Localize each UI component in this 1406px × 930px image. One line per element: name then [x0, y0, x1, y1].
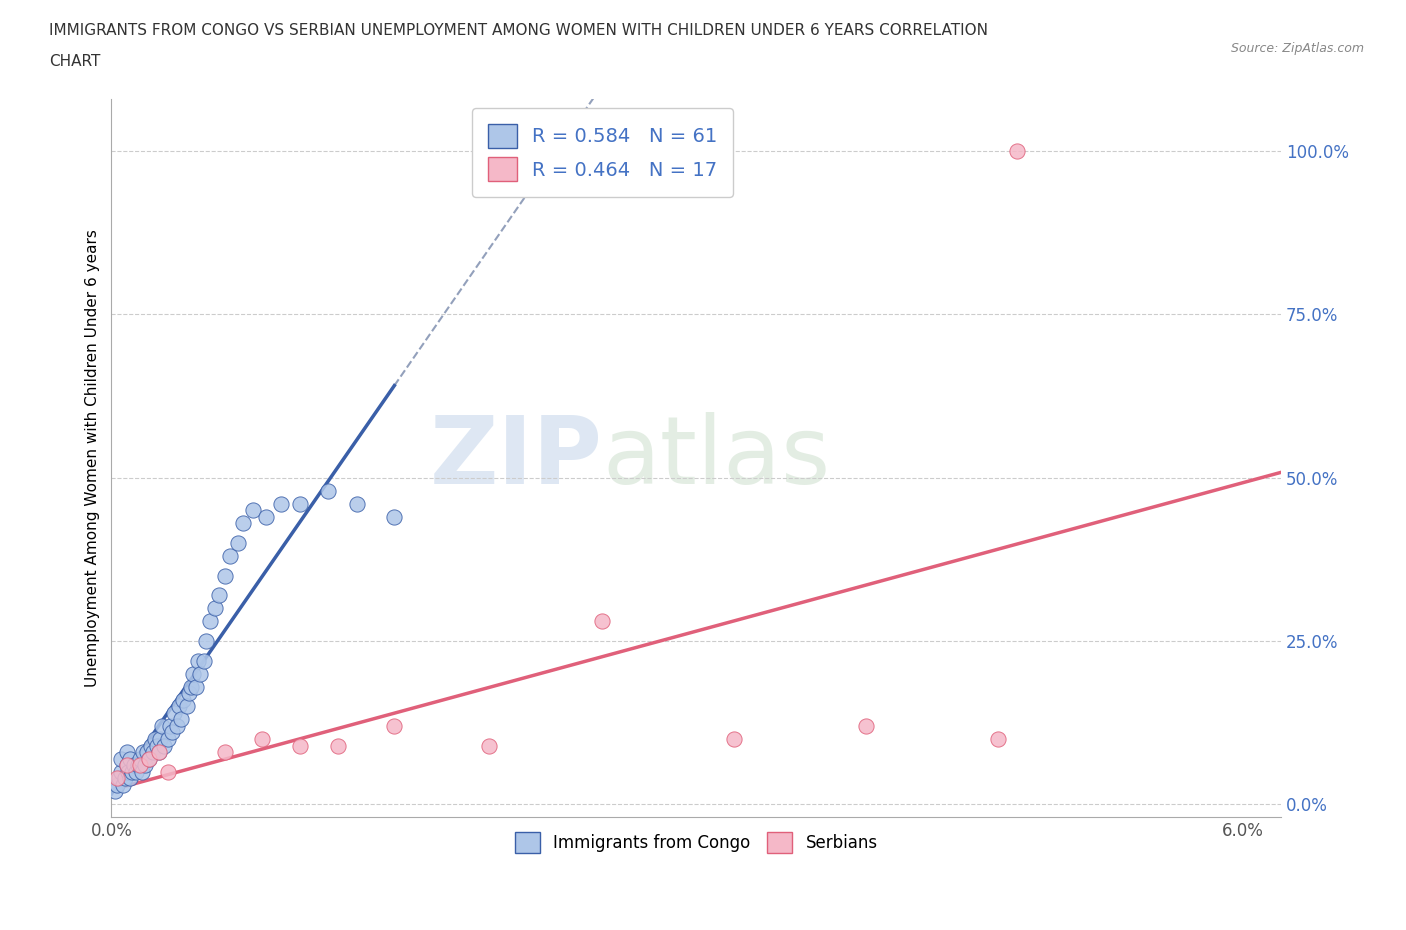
Point	[318, 484, 340, 498]
Point	[254, 510, 277, 525]
Point	[145, 738, 167, 753]
Point	[181, 666, 204, 681]
Point	[214, 568, 236, 583]
Point	[138, 751, 160, 766]
Point	[177, 685, 200, 700]
Point	[149, 732, 172, 747]
Y-axis label: Unemployment Among Women with Children Under 6 years: Unemployment Among Women with Children U…	[86, 229, 100, 687]
Point	[121, 764, 143, 779]
Text: IMMIGRANTS FROM CONGO VS SERBIAN UNEMPLOYMENT AMONG WOMEN WITH CHILDREN UNDER 6 : IMMIGRANTS FROM CONGO VS SERBIAN UNEMPLO…	[49, 23, 988, 38]
Point	[1005, 143, 1028, 158]
Point	[187, 653, 209, 668]
Point	[180, 679, 202, 694]
Point	[143, 732, 166, 747]
Point	[127, 758, 149, 773]
Point	[148, 745, 170, 760]
Point	[160, 725, 183, 740]
Point	[382, 719, 405, 734]
Point	[128, 751, 150, 766]
Point	[198, 614, 221, 629]
Point	[110, 764, 132, 779]
Point	[288, 497, 311, 512]
Text: CHART: CHART	[49, 54, 101, 69]
Point	[120, 751, 142, 766]
Point	[122, 758, 145, 773]
Point	[138, 751, 160, 766]
Point	[214, 745, 236, 760]
Point	[115, 758, 138, 773]
Text: Source: ZipAtlas.com: Source: ZipAtlas.com	[1230, 42, 1364, 55]
Point	[232, 516, 254, 531]
Point	[194, 633, 217, 648]
Point	[115, 758, 138, 773]
Point	[855, 719, 877, 734]
Point	[104, 784, 127, 799]
Point	[723, 732, 745, 747]
Point	[186, 679, 208, 694]
Point	[591, 614, 613, 629]
Point	[153, 738, 176, 753]
Point	[131, 764, 153, 779]
Point	[136, 745, 159, 760]
Point	[111, 777, 134, 792]
Point	[326, 738, 349, 753]
Point	[114, 771, 136, 786]
Point	[226, 536, 249, 551]
Point	[139, 738, 162, 753]
Point	[150, 719, 173, 734]
Text: ZIP: ZIP	[430, 412, 603, 504]
Point	[148, 745, 170, 760]
Point	[108, 771, 131, 786]
Point	[169, 698, 191, 713]
Point	[288, 738, 311, 753]
Point	[115, 745, 138, 760]
Point	[134, 758, 156, 773]
Point	[172, 692, 194, 707]
Legend: Immigrants from Congo, Serbians: Immigrants from Congo, Serbians	[508, 826, 884, 859]
Point	[270, 497, 292, 512]
Point	[478, 738, 501, 753]
Point	[193, 653, 215, 668]
Point	[987, 732, 1010, 747]
Text: atlas: atlas	[603, 412, 831, 504]
Point	[105, 777, 128, 792]
Point	[166, 719, 188, 734]
Point	[170, 712, 193, 727]
Point	[204, 601, 226, 616]
Point	[132, 745, 155, 760]
Point	[242, 503, 264, 518]
Point	[208, 588, 231, 603]
Point	[110, 751, 132, 766]
Point	[156, 764, 179, 779]
Point	[156, 732, 179, 747]
Point	[142, 745, 165, 760]
Point	[219, 549, 242, 564]
Point	[120, 771, 142, 786]
Point	[252, 732, 274, 747]
Point	[105, 771, 128, 786]
Point	[382, 510, 405, 525]
Point	[117, 764, 139, 779]
Point	[125, 764, 148, 779]
Point	[128, 758, 150, 773]
Point	[188, 666, 211, 681]
Point	[346, 497, 368, 512]
Point	[159, 719, 181, 734]
Point	[176, 698, 198, 713]
Point	[163, 706, 186, 721]
